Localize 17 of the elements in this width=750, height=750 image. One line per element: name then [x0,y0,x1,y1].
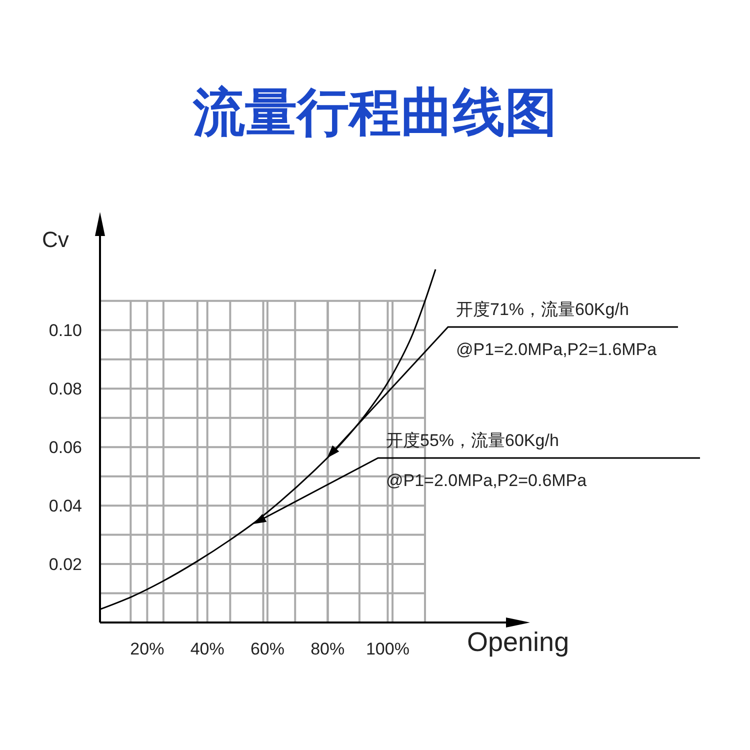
y-axis-title: Cv [42,227,69,253]
annotation: @P1=2.0MPa,P2=0.6MPa [386,471,588,490]
chart-title: 流量行程曲线图 [192,82,558,145]
x-tick-label: 60% [250,640,284,659]
y-tick-label: 0.02 [48,555,82,574]
y-tick-label: 0.04 [48,496,82,516]
x-tick-label: 100% [366,640,410,659]
x-tick-label: 40% [190,640,224,659]
annotation: 开度55%，流量60Kg/h [386,431,559,450]
annotation: @P1=2.0MPa,P2=1.6MPa [456,340,658,359]
y-tick-label: 0.08 [48,380,82,399]
x-axis-title: Opening [467,627,570,658]
annotation: 开度71%，流量60Kg/h [456,300,629,319]
x-tick-label: 20% [130,640,164,659]
x-tick-label: 80% [310,640,345,659]
y-tick-label: 0.06 [48,438,82,458]
y-tick-label: 0.10 [48,321,82,340]
